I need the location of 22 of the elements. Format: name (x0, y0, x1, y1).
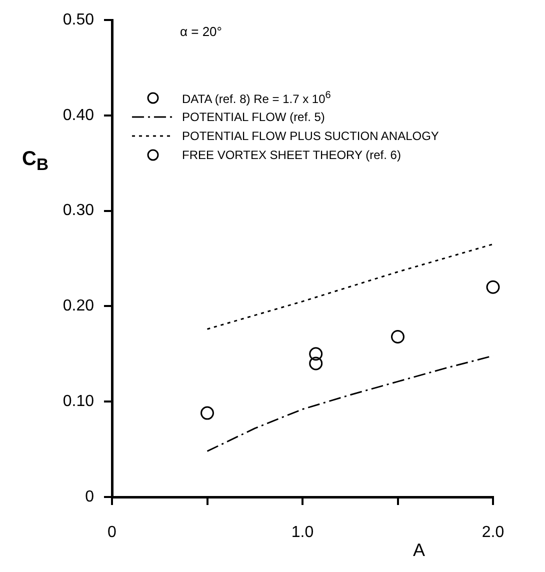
legend-label: POTENTIAL FLOW (ref. 5) (182, 110, 325, 124)
point (391, 330, 404, 344)
y-tick-label: 0.50 (62, 11, 94, 28)
point (309, 347, 323, 361)
legend-label: DATA (ref. 8) Re = 1.7 x 10$^{6}$ (182, 90, 331, 106)
y-tick-label: 0 (85, 488, 94, 506)
annotation: α = 20° (180, 24, 222, 39)
legend-label: FREE VORTEX SHEET THEORY (ref. 6) (182, 148, 401, 162)
point (486, 280, 500, 294)
legend-label: POTENTIAL FLOW PLUS SUCTION ANALOGY (182, 128, 439, 142)
x-axis-title: A (413, 540, 426, 561)
x-tick-label: 2.0 (482, 524, 504, 542)
y-tick-label: 0.20 (62, 298, 94, 315)
x-tick-label: 1.0 (291, 524, 314, 542)
line-series (206, 243, 494, 330)
x-tick-label: 0 (108, 524, 117, 542)
y-tick-label: 0.30 (62, 202, 94, 220)
y-axis-title: C$_{B}$ (22, 148, 48, 175)
point (309, 356, 323, 370)
point (200, 406, 214, 420)
y-tick-label: 0.10 (62, 393, 94, 410)
y-tick-label: 0.40 (62, 106, 94, 124)
